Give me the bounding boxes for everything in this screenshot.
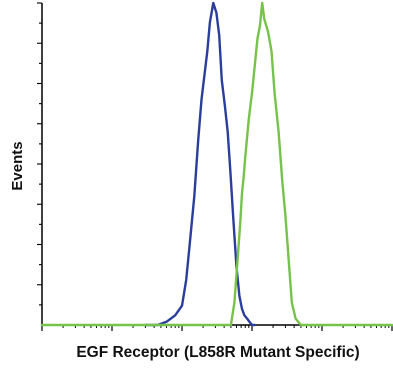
series-line-2 (42, 3, 392, 325)
x-axis-label: EGF Receptor (L858R Mutant Specific) (76, 344, 359, 361)
series-group (42, 3, 392, 325)
series-line-1 (145, 3, 255, 325)
axes (37, 3, 392, 331)
y-axis-label: Events (9, 141, 26, 190)
